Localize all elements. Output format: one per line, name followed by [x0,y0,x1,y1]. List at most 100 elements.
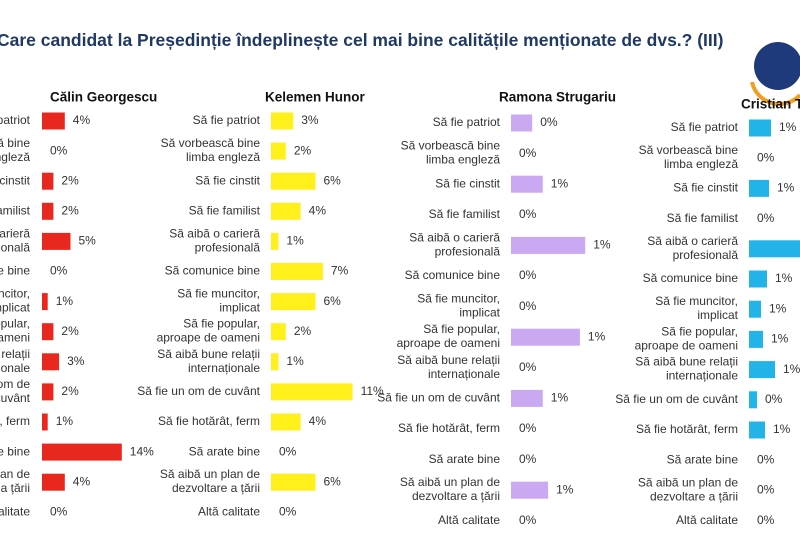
bar [749,330,763,348]
bar [42,473,65,491]
value-label: 0% [765,392,783,406]
bar [511,175,543,193]
bar [511,481,549,499]
category-label: Să comunice bine [643,271,739,285]
value-label: 0% [519,452,537,466]
bar [271,473,316,491]
category-label: Să fie un om de cuvânt [137,384,260,398]
value-label: 6% [324,294,342,308]
bar [271,142,286,160]
bar [42,443,122,461]
category-label: Să fie muncitor,implicat [177,287,260,315]
value-label: 0% [519,146,537,160]
category-label: Să fie hotărât, ferm [636,422,738,436]
bar [42,353,60,371]
bar [42,172,54,190]
bar [271,172,316,190]
value-label: 5% [79,234,97,248]
value-label: 2% [61,173,79,187]
category-label: Să fie popular,aproape de oameni [397,322,500,350]
category-label: Să fie patriot [0,113,31,127]
decoration [750,81,800,107]
bar [271,263,323,280]
category-label: Să fie cinstit [673,181,738,195]
value-label: 1% [286,234,304,248]
value-label: 6% [324,474,342,488]
value-label: 1% [777,181,795,195]
value-label: 1% [551,391,569,405]
panel-title: Ramona Strugariu [499,90,616,105]
category-label: Să comunice bine [405,268,501,282]
value-label: 0% [279,504,297,518]
value-label: 2% [294,143,312,157]
bar [511,236,586,254]
category-label: Altă calitate [198,504,260,518]
category-label: Să fie popular,aproape de oameni [0,317,30,345]
value-label: 1% [556,482,574,496]
value-label: 0% [757,513,775,527]
value-label: 0% [519,360,537,374]
category-label: Să fie muncitor,implicat [655,294,738,322]
bar [271,112,294,130]
category-label: Să fie familist [0,203,31,217]
category-label: Să fie muncitor,implicat [0,287,31,315]
value-label: 0% [519,299,537,313]
bar [42,112,65,130]
value-label: 1% [775,271,793,285]
decoration [754,42,800,90]
value-label: 1% [771,332,789,346]
value-label: 0% [757,211,775,225]
bar [42,232,71,250]
value-label: 0% [50,264,68,278]
value-label: 1% [783,362,800,376]
bar [271,202,301,220]
value-label: 3% [301,113,319,127]
category-label: Să fie familist [429,207,501,221]
category-label: Să fie patriot [193,113,261,127]
category-label: Altă calitate [438,513,500,527]
bar [42,293,48,311]
value-label: 4% [73,113,91,127]
category-label: Să fie muncitor,implicat [417,292,500,320]
category-label: Să fie cinstit [435,176,500,190]
panel-title: Kelemen Hunor [265,90,366,105]
category-label: Să comunice bine [0,264,30,278]
value-label: 2% [61,203,79,217]
value-label: 1% [286,354,304,368]
category-label: Să fie cinstit [0,173,31,187]
value-label: 1% [56,414,74,428]
bar [749,119,771,137]
value-label: 2% [61,324,79,338]
bar [511,389,543,407]
bar [749,240,800,258]
bar [271,413,301,431]
category-label: Să fie popular,aproape de oameni [157,317,260,345]
bar [749,421,765,439]
bar [749,179,769,197]
value-label: 4% [309,414,327,428]
category-label: Să fie patriot [433,115,501,129]
category-label: Să comunice bine [165,264,261,278]
category-label: Să fie hotărât, ferm [158,414,260,428]
value-label: 0% [519,513,537,527]
category-label: Să arate bine [429,452,501,466]
bar [271,353,279,371]
bar [271,383,353,401]
value-label: 0% [757,150,775,164]
bar [749,270,767,288]
value-label: 0% [519,207,537,221]
category-label: Să arate bine [189,444,261,458]
